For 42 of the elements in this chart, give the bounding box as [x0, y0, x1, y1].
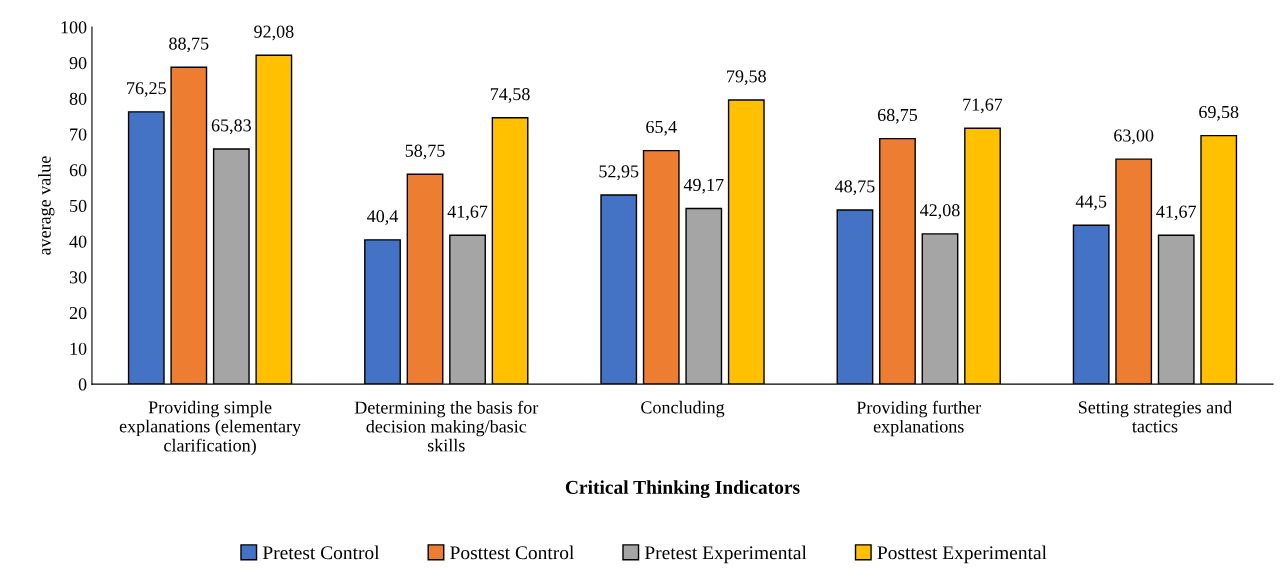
data-label: 41,67 [447, 205, 488, 221]
x-tick-label: Providing further explanations [856, 400, 982, 437]
x-tick-label: Setting strategies and tactics [1078, 400, 1232, 433]
data-label: 76,25 [127, 82, 166, 97]
data-label: 52,95 [599, 165, 639, 181]
data-label: 48,75 [834, 180, 875, 196]
y-tick-label: 20 [69, 306, 87, 320]
y-tick-label: 80 [69, 92, 87, 105]
x-tick-label: Providing simple explanations (elementary clarification) [119, 400, 301, 456]
y-tick-label: 70 [70, 128, 87, 141]
y-axis-title: average value [38, 156, 55, 255]
legend-label: Posttest Experimental [877, 545, 1047, 564]
x-tick-label: Determining the basis for decision making/basic skills [354, 400, 539, 452]
data-label: 88,75 [169, 37, 209, 53]
y-tick-label: 40 [69, 235, 87, 248]
data-label: 44,5 [1075, 195, 1107, 211]
y-tick-label: 50 [70, 199, 87, 212]
data-label: 41,67 [1156, 205, 1196, 221]
data-label: 79,58 [727, 70, 766, 85]
data-label: 63,00 [1114, 129, 1154, 145]
data-label: 69,58 [1199, 105, 1239, 121]
y-tick-label: 100 [61, 21, 87, 34]
legend-label: Pretest Control [262, 545, 380, 560]
data-label: 68,75 [877, 108, 918, 124]
data-label: 49,17 [683, 178, 724, 194]
data-label: 58,75 [405, 144, 445, 160]
legend-label: Pretest Experimental [644, 545, 807, 564]
data-label: 42,08 [920, 204, 960, 219]
y-tick-label: 90 [69, 56, 87, 70]
y-tick-label: 30 [69, 271, 87, 284]
data-label: 71,67 [963, 98, 1003, 114]
data-label: 65,83 [211, 119, 251, 135]
data-label: 65,4 [646, 120, 677, 136]
data-label: 92,08 [254, 25, 294, 41]
data-label: 40,4 [367, 210, 399, 225]
x-tick-label: Concluding [641, 400, 725, 418]
y-tick-label: 10 [70, 342, 87, 355]
data-label: 74,58 [490, 88, 530, 103]
legend-label: Posttest Control [450, 545, 574, 560]
x-axis-title: Critical Thinking Indicators [565, 480, 800, 499]
y-tick-label: 60 [69, 164, 87, 177]
y-tick-label: 0 [78, 378, 87, 391]
